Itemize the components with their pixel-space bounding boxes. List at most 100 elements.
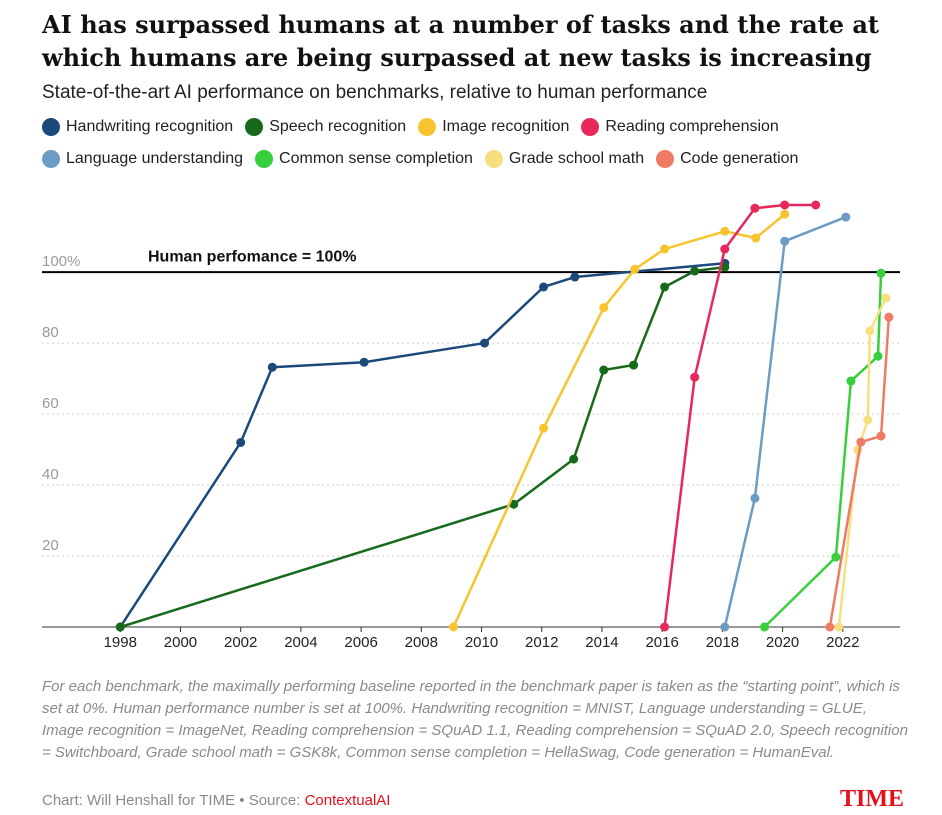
legend-item: Language understanding bbox=[42, 148, 243, 170]
data-point bbox=[690, 372, 700, 382]
legend-label: Language understanding bbox=[66, 150, 244, 167]
x-tick-label: 2022 bbox=[826, 634, 859, 651]
legend-label: Speech recognition bbox=[269, 118, 407, 135]
data-point bbox=[876, 268, 886, 278]
data-point bbox=[720, 622, 730, 632]
data-point bbox=[750, 203, 760, 213]
data-point bbox=[539, 423, 549, 433]
data-point bbox=[720, 244, 730, 254]
data-point bbox=[856, 437, 866, 447]
data-point bbox=[630, 264, 640, 274]
x-tick-label: 2014 bbox=[585, 634, 618, 651]
x-tick-label: 1998 bbox=[104, 634, 137, 651]
legend-item: Common sense completion bbox=[255, 148, 473, 170]
data-point bbox=[569, 454, 579, 464]
legend-label: Grade school math bbox=[508, 150, 645, 167]
legend-swatch bbox=[245, 118, 264, 136]
x-tick-label: 2020 bbox=[766, 634, 799, 651]
y-tick-label: 80 bbox=[42, 324, 59, 341]
series-line bbox=[452, 213, 786, 628]
data-point bbox=[449, 622, 459, 632]
series-line bbox=[763, 273, 883, 628]
data-point bbox=[720, 226, 730, 236]
legend-swatch bbox=[581, 118, 600, 136]
x-tick-label: 2008 bbox=[405, 634, 438, 651]
credit: Chart: Will Henshall for TIME • Source: … bbox=[42, 792, 390, 809]
data-point bbox=[834, 622, 844, 632]
data-point bbox=[236, 437, 246, 447]
data-point bbox=[780, 200, 790, 210]
data-point bbox=[831, 552, 841, 562]
data-point bbox=[865, 326, 875, 336]
data-point bbox=[863, 415, 873, 425]
legend-item: Grade school math bbox=[484, 148, 645, 170]
series-line bbox=[723, 215, 847, 628]
data-point bbox=[720, 262, 730, 272]
legend-label: Image recognition bbox=[442, 118, 570, 135]
x-tick-label: 2006 bbox=[344, 634, 377, 651]
data-point bbox=[876, 431, 886, 441]
data-point bbox=[359, 357, 369, 367]
legend-label: Code generation bbox=[680, 150, 799, 167]
chart: 20 40 60 80 100% 1998 2000 2002 2004 2006 2008 2010… bbox=[42, 200, 900, 651]
x-tick-label: 2004 bbox=[284, 634, 317, 651]
legend-swatch bbox=[42, 118, 60, 136]
data-point bbox=[599, 303, 609, 313]
legend-swatch bbox=[484, 150, 503, 168]
data-point bbox=[480, 338, 490, 348]
x-tick-label: 2016 bbox=[645, 634, 678, 651]
y-tick-label: 100% bbox=[42, 253, 80, 270]
data-point bbox=[846, 376, 856, 386]
legend-item: Speech recognition bbox=[245, 116, 406, 138]
legend-swatch bbox=[656, 150, 675, 168]
x-tick-label: 2012 bbox=[525, 634, 558, 651]
series-line bbox=[663, 203, 816, 628]
footnote: For each benchmark, the maximally perfor… bbox=[42, 678, 908, 761]
data-point bbox=[751, 233, 761, 243]
data-point bbox=[115, 622, 125, 632]
legend-label: Reading comprehension bbox=[605, 118, 779, 135]
data-point bbox=[570, 272, 580, 282]
data-point bbox=[780, 236, 790, 246]
y-tick-label: 40 bbox=[42, 466, 59, 483]
chart-subtitle: State-of-the-art AI performance on bench… bbox=[42, 82, 708, 103]
legend: Handwriting recognition Speech recognitio… bbox=[42, 116, 832, 170]
x-tick-label: 2000 bbox=[164, 634, 197, 651]
legend-item: Code generation bbox=[656, 148, 798, 170]
x-tick-label: 2018 bbox=[706, 634, 739, 651]
legend-label: Handwriting recognition bbox=[66, 118, 234, 135]
logo: TIME bbox=[839, 786, 904, 812]
legend-swatch bbox=[418, 118, 437, 136]
x-tick-label: 2010 bbox=[465, 634, 498, 651]
y-tick-label: 60 bbox=[42, 395, 59, 412]
data-point bbox=[599, 365, 609, 375]
series-line bbox=[119, 265, 725, 629]
data-point bbox=[690, 266, 700, 276]
legend-swatch bbox=[42, 150, 60, 168]
data-point bbox=[267, 362, 277, 372]
legend-item: Image recognition bbox=[418, 116, 569, 138]
data-point bbox=[881, 293, 891, 303]
data-point bbox=[760, 622, 770, 632]
credit-text: Chart: Will Henshall for TIME • Source: bbox=[42, 792, 305, 809]
data-point bbox=[660, 622, 670, 632]
source-link[interactable]: ContextualAI bbox=[304, 792, 391, 809]
series-line bbox=[119, 261, 725, 628]
legend-swatch bbox=[255, 150, 274, 168]
legend-label: Common sense completion bbox=[279, 150, 473, 167]
data-point bbox=[750, 493, 760, 503]
x-tick-label: 2002 bbox=[224, 634, 257, 651]
data-point bbox=[660, 244, 670, 254]
data-point bbox=[884, 312, 894, 322]
reference-label: Human perfomance = 100% bbox=[148, 248, 357, 265]
chart-title: AI has surpassed humans at a number of t… bbox=[42, 10, 880, 72]
data-point bbox=[825, 622, 835, 632]
legend-item: Reading comprehension bbox=[581, 116, 779, 138]
data-point bbox=[811, 200, 821, 210]
data-point bbox=[539, 282, 549, 292]
y-tick-label: 20 bbox=[42, 537, 59, 554]
data-point bbox=[629, 360, 639, 370]
data-point bbox=[780, 209, 790, 219]
series-line bbox=[828, 317, 891, 628]
